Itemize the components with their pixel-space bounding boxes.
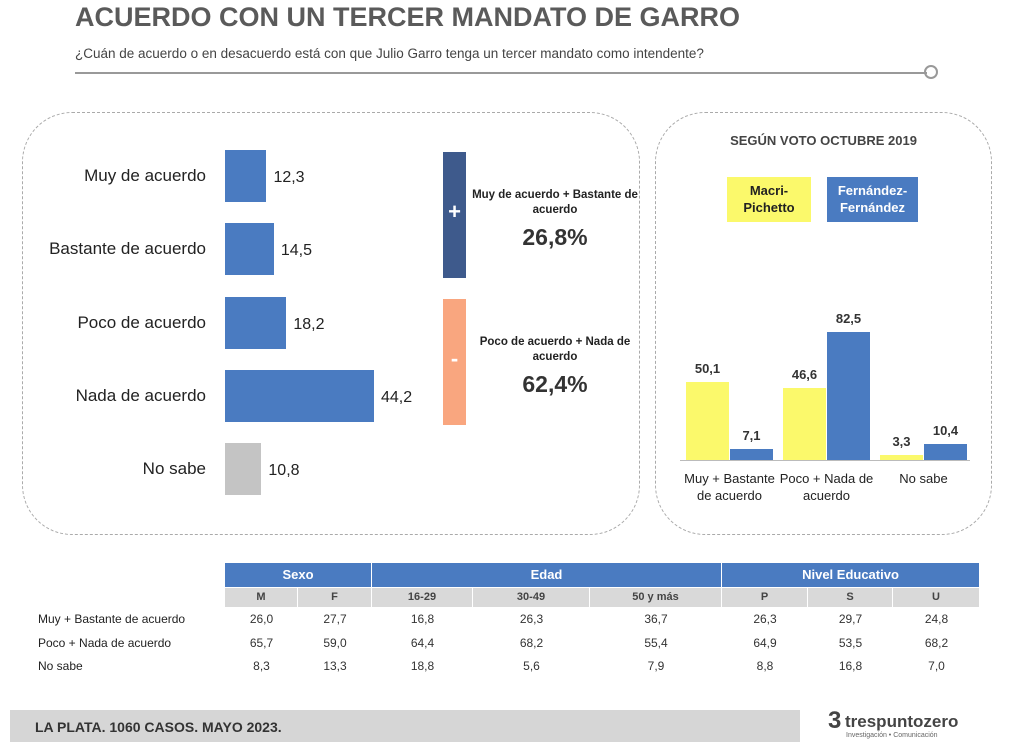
table-cell: 27,7 bbox=[323, 612, 347, 626]
table-cell: 64,4 bbox=[410, 635, 435, 650]
summary-value: 26,8% bbox=[522, 224, 588, 250]
table-cell: 24,8 bbox=[924, 612, 949, 626]
bar bbox=[225, 369, 374, 422]
value-label: 50,1 bbox=[694, 361, 721, 377]
table-row-label: Poco + Nada de acuerdo bbox=[38, 635, 172, 650]
subtitle: ¿Cuán de acuerdo o en desacuerdo está co… bbox=[75, 46, 704, 61]
category-label: Muy + Bastante de acuerdo bbox=[684, 471, 775, 503]
table-cell: 18,8 bbox=[410, 659, 435, 673]
category-label: No sabe bbox=[142, 459, 206, 479]
logo-mark: 3 bbox=[828, 707, 842, 734]
table-cell: 59,0 bbox=[323, 635, 347, 650]
table-cell: 26,0 bbox=[249, 612, 274, 626]
title: ACUERDO CON UN TERCER MANDATO DE GARRO bbox=[75, 2, 741, 32]
table-cell: 64,9 bbox=[753, 635, 777, 650]
table-group-header: Edad bbox=[372, 563, 722, 587]
value-label: 82,5 bbox=[835, 311, 862, 327]
bar bbox=[225, 223, 274, 276]
bar bbox=[880, 454, 923, 460]
value-label: 14,5 bbox=[280, 242, 312, 260]
table-column-header: 16-29 bbox=[372, 588, 473, 607]
value-label: 10,4 bbox=[932, 422, 959, 438]
table-cell: 16,8 bbox=[410, 612, 435, 626]
table-cell: 16,8 bbox=[838, 659, 863, 673]
table-row-label: No sabe bbox=[38, 659, 83, 673]
value-label: 10,8 bbox=[268, 462, 300, 480]
table-cell: 8,3 bbox=[253, 659, 270, 673]
value-label: 12,3 bbox=[273, 169, 305, 186]
table-cell: 65,7 bbox=[249, 635, 274, 650]
footer-text: LA PLATA. 1060 CASOS. MAYO 2023. bbox=[35, 719, 282, 735]
category-label: Poco + Nada de acuerdo bbox=[779, 471, 874, 503]
category-label: Muy de acuerdo bbox=[84, 166, 206, 185]
table-column-header: M bbox=[225, 588, 298, 607]
value-label: 3,3 bbox=[892, 433, 911, 449]
table-cell: 29,7 bbox=[838, 612, 863, 626]
table-cell: 26,3 bbox=[519, 612, 544, 626]
legend-entry: Macri-Pichetto bbox=[727, 177, 811, 222]
bar bbox=[730, 448, 773, 460]
value-label: 46,6 bbox=[791, 366, 818, 382]
table-column-header: 30-49 bbox=[473, 588, 590, 607]
table-cell: 53,5 bbox=[838, 635, 863, 650]
legend-entry: Fernández-Fernández bbox=[827, 177, 918, 222]
logo-name: trespuntozero bbox=[845, 712, 959, 731]
summary-sign: + bbox=[448, 199, 461, 224]
category-label: Poco de acuerdo bbox=[77, 312, 206, 332]
bar bbox=[225, 296, 287, 349]
table-cell: 68,2 bbox=[924, 635, 949, 650]
right-panel bbox=[655, 112, 992, 535]
bar bbox=[924, 443, 967, 460]
value-label: 44,2 bbox=[380, 388, 413, 406]
table-cell: 68,2 bbox=[519, 635, 544, 650]
left-panel bbox=[22, 112, 640, 535]
divider-end bbox=[924, 65, 938, 79]
table-cell: 5,6 bbox=[523, 659, 540, 673]
table-cell: 55,4 bbox=[644, 635, 668, 650]
summary-sign: - bbox=[450, 346, 459, 371]
table-cell: 7,9 bbox=[647, 659, 665, 673]
table-cell: 36,7 bbox=[644, 612, 668, 626]
category-label: Nada de acuerdo bbox=[75, 385, 206, 405]
summary-label: Poco de acuerdo + Nada de acuerdo bbox=[479, 336, 631, 363]
category-label: No sabe bbox=[899, 471, 948, 486]
table-column-header: 50 y más bbox=[590, 588, 722, 607]
bar bbox=[686, 382, 729, 460]
table-column-header: P bbox=[722, 588, 808, 607]
summary-value: 62,4% bbox=[522, 371, 588, 397]
bar bbox=[225, 150, 267, 202]
table-column-header: U bbox=[893, 588, 980, 607]
table-cell: 26,3 bbox=[753, 612, 777, 626]
bar bbox=[783, 387, 826, 460]
value-label: 18,2 bbox=[293, 315, 325, 333]
table-column-header: F bbox=[298, 588, 372, 607]
chart2-baseline bbox=[680, 460, 970, 461]
footer-bar bbox=[10, 710, 800, 742]
summary-box bbox=[443, 152, 466, 278]
table-row-label: Muy + Bastante de acuerdo bbox=[38, 612, 186, 626]
bar bbox=[827, 332, 870, 460]
divider bbox=[75, 72, 927, 74]
logo-tagline: Investigación • Comunicación bbox=[846, 732, 938, 739]
bar bbox=[225, 443, 262, 496]
table-cell: 8,8 bbox=[756, 659, 774, 673]
category-label: Bastante de acuerdo bbox=[49, 239, 206, 259]
value-label: 7,1 bbox=[742, 427, 761, 443]
chart-title: SEGÚN VOTO OCTUBRE 2019 bbox=[730, 133, 917, 148]
summary-box bbox=[443, 299, 466, 425]
table-cell: 7,0 bbox=[928, 659, 945, 673]
table-column-header: S bbox=[808, 588, 893, 607]
table-group-header: Nivel Educativo bbox=[722, 563, 980, 587]
table-cell: 13,3 bbox=[323, 659, 347, 673]
table-group-header: Sexo bbox=[225, 563, 372, 587]
summary-label: Muy de acuerdo + Bastante de acuerdo bbox=[472, 189, 638, 216]
